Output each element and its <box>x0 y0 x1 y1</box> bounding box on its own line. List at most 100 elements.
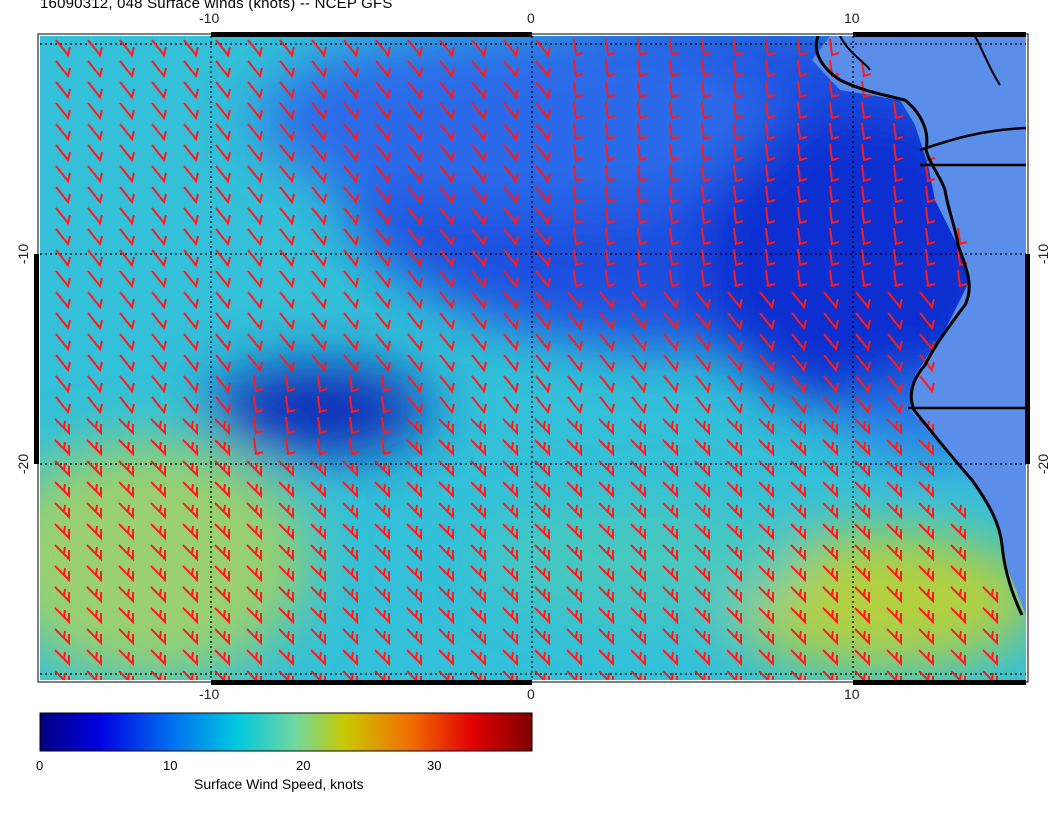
wind-barb <box>567 333 583 352</box>
wind-barb <box>311 102 327 121</box>
wind-barb <box>765 206 776 225</box>
wind-barb <box>182 481 198 499</box>
wind-barb <box>317 416 328 435</box>
wind-barb <box>86 460 102 478</box>
wind-barb <box>701 206 712 225</box>
top-tick-label: 10 <box>844 10 860 26</box>
wind-barb <box>86 670 102 680</box>
wind-barb <box>797 248 808 267</box>
wind-barb <box>855 375 871 394</box>
wind-barb <box>790 460 806 478</box>
wind-barb <box>279 186 295 205</box>
wind-barb <box>893 143 904 162</box>
wind-barb <box>87 186 103 205</box>
wind-barb <box>374 523 390 541</box>
wind-barb <box>471 291 487 310</box>
wind-barb <box>598 502 614 520</box>
wind-barb <box>701 59 712 78</box>
wind-barb <box>727 312 743 331</box>
wind-barb <box>605 59 616 78</box>
wind-barb <box>701 80 712 99</box>
wind-barb <box>919 375 935 394</box>
wind-barb <box>669 80 680 99</box>
wind-barb <box>503 291 519 310</box>
wind-barb <box>87 249 103 268</box>
wind-barb <box>886 586 902 604</box>
wind-barb <box>285 374 296 393</box>
wind-barb <box>502 586 518 604</box>
wind-barb <box>791 396 807 415</box>
wind-barb <box>502 607 518 625</box>
colorbar-tick-label: 0 <box>36 758 44 773</box>
wind-barb <box>893 164 904 183</box>
colorbar-tick-label: 20 <box>296 758 311 773</box>
wind-barb <box>950 649 966 667</box>
wind-barb <box>118 607 134 625</box>
wind-barb <box>502 502 518 520</box>
wind-barb <box>438 565 454 583</box>
wind-barb <box>471 333 487 352</box>
wind-barb <box>182 502 198 520</box>
wind-barb <box>119 396 135 415</box>
wind-barb <box>886 439 902 457</box>
wind-barb <box>279 249 295 268</box>
wind-barb <box>918 523 934 541</box>
wind-barb <box>247 81 263 100</box>
wind-barb <box>55 291 71 310</box>
wind-barb <box>982 607 998 625</box>
wind-barb <box>407 186 423 205</box>
wind-barb <box>375 207 391 226</box>
wind-barb <box>957 227 968 246</box>
wind-barb <box>119 207 135 226</box>
wind-barb <box>343 354 359 373</box>
wind-barb <box>119 123 135 142</box>
wind-barb <box>918 460 934 478</box>
wind-barb <box>918 502 934 520</box>
wind-barb <box>534 649 550 667</box>
wind-barb <box>669 185 680 204</box>
wind-barbs <box>54 38 998 680</box>
wind-barb <box>183 165 199 184</box>
wind-barb <box>87 312 103 331</box>
wind-barb <box>630 649 646 667</box>
wind-barb <box>566 502 582 520</box>
wind-barb <box>503 39 519 58</box>
wind-barb <box>535 123 551 142</box>
wind-barb <box>758 670 774 680</box>
wind-barb <box>861 227 872 246</box>
wind-barb <box>343 186 359 205</box>
wind-barb <box>342 586 358 604</box>
wind-barb <box>630 460 646 478</box>
wind-barb <box>694 670 710 680</box>
wind-barb <box>55 81 71 100</box>
wind-barb <box>246 670 262 680</box>
wind-barb <box>471 354 487 373</box>
wind-barb <box>598 439 614 457</box>
wind-barb <box>534 481 550 499</box>
wind-barb <box>151 81 167 100</box>
wind-barb <box>55 144 71 163</box>
wind-barb <box>342 649 358 667</box>
wind-barb <box>982 628 998 646</box>
wind-barb <box>861 164 872 183</box>
wind-barb <box>854 607 870 625</box>
wind-barb <box>343 270 359 289</box>
wind-barb <box>87 333 103 352</box>
wind-barb <box>119 144 135 163</box>
wind-barb <box>726 544 742 562</box>
wind-barb <box>310 670 326 680</box>
wind-barb <box>118 670 134 680</box>
wind-barb <box>790 481 806 499</box>
wind-barb <box>727 396 743 415</box>
map-title: 16090312, 048 Surface winds (knots) -- N… <box>40 0 393 12</box>
wind-barb <box>861 206 872 225</box>
wind-barb <box>182 439 198 457</box>
wind-barb <box>438 586 454 604</box>
wind-barb <box>247 228 263 247</box>
wind-barb <box>758 565 774 583</box>
wind-barb <box>151 396 167 415</box>
wind-barb <box>605 122 616 141</box>
colorbar-tick-label: 30 <box>427 758 442 773</box>
wind-barb <box>502 523 518 541</box>
wind-barb <box>694 523 710 541</box>
